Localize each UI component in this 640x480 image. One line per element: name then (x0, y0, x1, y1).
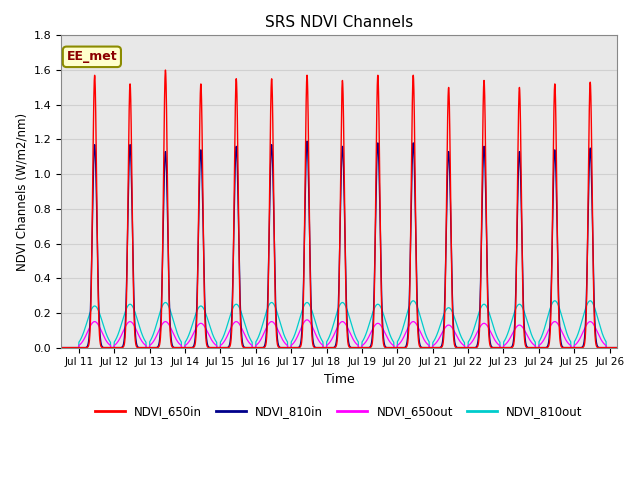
Text: EE_met: EE_met (67, 50, 117, 63)
NDVI_810in (613, 345, 621, 350)
Line: NDVI_810in: NDVI_810in (61, 141, 617, 348)
Line: NDVI_810out: NDVI_810out (61, 301, 617, 348)
NDVI_650out (390, 345, 398, 350)
NDVI_810in (269, 191, 277, 197)
X-axis label: Time: Time (323, 373, 355, 386)
NDVI_810in (472, 344, 479, 350)
NDVI_650out (158, 322, 166, 327)
NDVI_810out (419, 322, 426, 328)
Title: SRS NDVI Channels: SRS NDVI Channels (265, 15, 413, 30)
NDVI_810in (57, 345, 65, 350)
Line: NDVI_650in: NDVI_650in (61, 70, 617, 348)
NDVI_810in (303, 138, 311, 144)
Y-axis label: NDVI Channels (W/m2/nm): NDVI Channels (W/m2/nm) (15, 112, 28, 271)
NDVI_650in (390, 345, 398, 350)
Line: NDVI_650out: NDVI_650out (61, 320, 617, 348)
NDVI_650in (158, 288, 166, 294)
NDVI_810out (613, 345, 621, 350)
NDVI_810out (410, 298, 417, 304)
NDVI_810out (269, 300, 277, 306)
NDVI_650out (303, 317, 311, 323)
NDVI_810out (514, 302, 522, 308)
NDVI_650in (269, 172, 277, 178)
NDVI_650out (613, 345, 621, 350)
NDVI_650in (613, 345, 621, 350)
NDVI_650out (514, 323, 522, 328)
NDVI_650in (472, 345, 479, 350)
Legend: NDVI_650in, NDVI_810in, NDVI_650out, NDVI_810out: NDVI_650in, NDVI_810in, NDVI_650out, NDV… (90, 400, 588, 423)
NDVI_810out (472, 320, 479, 325)
NDVI_810out (57, 345, 65, 350)
NDVI_810out (158, 304, 166, 310)
NDVI_650in (57, 345, 65, 350)
NDVI_650out (269, 320, 277, 325)
NDVI_810in (390, 345, 398, 350)
NDVI_810out (390, 345, 398, 350)
NDVI_650out (472, 332, 479, 338)
NDVI_810in (514, 181, 522, 187)
NDVI_810in (158, 282, 166, 288)
NDVI_650out (419, 334, 426, 339)
NDVI_650out (57, 345, 65, 350)
NDVI_810in (419, 345, 426, 350)
NDVI_650in (514, 142, 522, 148)
NDVI_650in (161, 67, 169, 73)
NDVI_650in (419, 345, 426, 350)
